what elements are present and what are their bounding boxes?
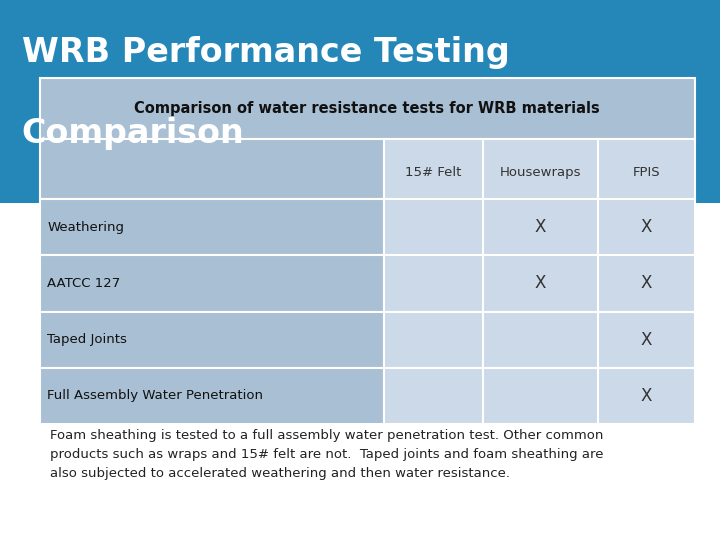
- Text: X: X: [535, 218, 546, 237]
- Text: X: X: [641, 218, 652, 237]
- Bar: [483, 199, 598, 255]
- Text: Housewraps: Housewraps: [500, 166, 581, 179]
- Bar: [40, 78, 695, 139]
- Bar: [40, 255, 384, 312]
- Text: X: X: [535, 274, 546, 293]
- Bar: [598, 139, 695, 199]
- Text: X: X: [641, 387, 652, 405]
- Bar: [483, 139, 598, 199]
- Bar: [483, 255, 598, 312]
- Text: Comparison of water resistance tests for WRB materials: Comparison of water resistance tests for…: [135, 101, 600, 116]
- Bar: [598, 199, 695, 255]
- Bar: [40, 312, 384, 368]
- Bar: [483, 368, 598, 424]
- Bar: [598, 255, 695, 312]
- Bar: [40, 199, 384, 255]
- Bar: [598, 368, 695, 424]
- Text: X: X: [641, 330, 652, 349]
- Bar: [384, 312, 483, 368]
- Text: Comparison: Comparison: [22, 117, 244, 151]
- Text: Weathering: Weathering: [48, 221, 125, 234]
- Text: X: X: [641, 274, 652, 293]
- Bar: [40, 139, 384, 199]
- Bar: [384, 199, 483, 255]
- Text: Taped Joints: Taped Joints: [48, 333, 127, 346]
- Bar: [384, 255, 483, 312]
- Text: FPIS: FPIS: [632, 166, 660, 179]
- Bar: [598, 312, 695, 368]
- Bar: [483, 312, 598, 368]
- Bar: [384, 368, 483, 424]
- Bar: [384, 139, 483, 199]
- Text: AATCC 127: AATCC 127: [48, 277, 121, 290]
- Text: WRB Performance Testing: WRB Performance Testing: [22, 36, 509, 70]
- Text: 15# Felt: 15# Felt: [405, 166, 462, 179]
- Text: Foam sheathing is tested to a full assembly water penetration test. Other common: Foam sheathing is tested to a full assem…: [50, 429, 604, 480]
- Bar: [40, 368, 384, 424]
- Text: Full Assembly Water Penetration: Full Assembly Water Penetration: [48, 389, 264, 402]
